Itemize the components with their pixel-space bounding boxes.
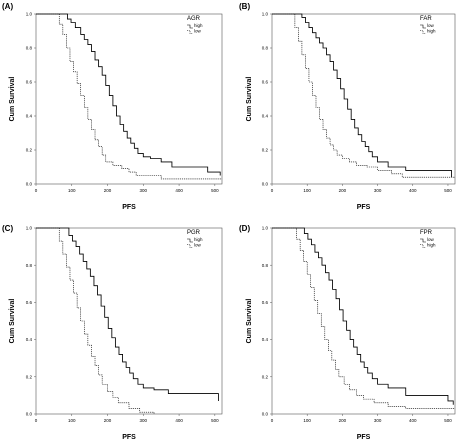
legend-title: FPR [420, 230, 433, 236]
legend-title: PGR [187, 230, 201, 236]
y-axis-label: Cum Survival [246, 299, 253, 344]
x-tick-label: 300 [374, 418, 382, 423]
y-tick-label: 1.0 [262, 12, 269, 17]
series-line-high [272, 13, 455, 178]
x-tick-label: 400 [409, 188, 417, 193]
legend-entry: high [427, 29, 436, 34]
y-tick-label: 1.0 [262, 226, 269, 231]
plot-frame [271, 227, 456, 415]
panel-letter: (A) [2, 2, 13, 11]
legend-swatch-high [420, 244, 426, 248]
y-tick-label: 0.2 [26, 148, 33, 153]
y-tick-label: 0.4 [262, 337, 269, 342]
x-tick-label: 300 [374, 188, 382, 193]
x-tick-label: 100 [303, 188, 311, 193]
x-tick-label: 0 [35, 418, 38, 423]
x-tick-label: 300 [140, 188, 148, 193]
x-axis-label: PFS [122, 434, 136, 441]
x-tick-label: 100 [303, 418, 311, 423]
x-tick-label: 0 [271, 188, 274, 193]
y-tick-label: 0.4 [26, 114, 33, 119]
legend-swatch-low [187, 244, 193, 248]
y-tick-label: 0.0 [26, 412, 33, 417]
legend-entry: low [194, 29, 202, 34]
panel-1: (A) 0.0 0.2 0.4 0.6 0.8 1.0 0 100 200 300 400 500 PFS… [2, 2, 223, 211]
legend-entry: low [194, 243, 202, 248]
x-tick-label: 500 [211, 418, 219, 423]
panel-3: (C) 0.0 0.2 0.4 0.6 0.8 1.0 0 100 200 300 400 500 PFS… [2, 224, 223, 441]
panel-letter: (B) [239, 2, 250, 11]
legend-swatch-low [420, 238, 426, 243]
x-axis-label: PFS [357, 434, 371, 441]
y-tick-label: 0.4 [262, 114, 269, 119]
legend-entry: high [194, 237, 203, 242]
plot-frame [35, 13, 223, 185]
y-tick-label: 0.4 [26, 337, 33, 342]
legend-swatch-high [420, 30, 426, 34]
y-tick-label: 0.8 [26, 263, 33, 268]
y-tick-label: 0.8 [26, 46, 33, 51]
series-line-high [36, 227, 219, 401]
series-line-low [36, 227, 155, 414]
x-tick-label: 400 [409, 418, 417, 423]
y-tick-label: 0.8 [262, 263, 269, 268]
legend-swatch-high [187, 238, 193, 243]
y-tick-label: 0.6 [262, 80, 269, 85]
x-tick-label: 200 [104, 188, 112, 193]
legend-swatch-low [420, 24, 426, 29]
x-tick-label: 0 [35, 188, 38, 193]
legend-entry: low [427, 23, 435, 28]
x-tick-label: 300 [140, 418, 148, 423]
x-axis-label: PFS [357, 204, 371, 211]
series-line-low [36, 13, 222, 180]
legend-title: FAR [420, 16, 432, 22]
series-line-high [272, 227, 455, 409]
y-tick-label: 0.0 [26, 182, 33, 187]
x-tick-label: 100 [68, 188, 76, 193]
x-tick-label: 500 [444, 418, 452, 423]
y-axis-label: Cum Survival [9, 77, 16, 122]
series-line-low [272, 13, 452, 178]
panel-2: (B) 0.0 0.2 0.4 0.6 0.8 1.0 0 100 200 300 400 500 PFS… [239, 2, 456, 211]
legend-entry: high [427, 243, 436, 248]
panel-letter: (C) [2, 224, 13, 233]
y-axis-label: Cum Survival [246, 77, 253, 122]
series-line-high [36, 13, 221, 176]
y-tick-label: 0.0 [262, 412, 269, 417]
legend-title: AGR [187, 16, 201, 22]
plot-frame [271, 13, 456, 185]
x-axis-label: PFS [122, 204, 136, 211]
series-line-low [272, 227, 454, 405]
legend-entry: high [194, 23, 203, 28]
x-tick-label: 400 [175, 418, 183, 423]
y-tick-label: 0.6 [26, 80, 33, 85]
x-tick-label: 200 [339, 188, 347, 193]
x-tick-label: 100 [68, 418, 76, 423]
y-tick-label: 1.0 [26, 12, 33, 17]
y-tick-label: 0.0 [262, 182, 269, 187]
x-tick-label: 0 [271, 418, 274, 423]
y-axis-label: Cum Survival [9, 299, 16, 344]
x-tick-label: 200 [339, 418, 347, 423]
y-tick-label: 1.0 [26, 226, 33, 231]
x-tick-label: 400 [175, 188, 183, 193]
y-tick-label: 0.8 [262, 46, 269, 51]
x-tick-label: 200 [104, 418, 112, 423]
y-tick-label: 0.6 [26, 300, 33, 305]
y-tick-label: 0.2 [26, 374, 33, 379]
legend-swatch-high [187, 24, 193, 29]
panel-4: (D) 0.0 0.2 0.4 0.6 0.8 1.0 0 100 200 300 400 500 PFS… [239, 224, 456, 441]
y-tick-label: 0.2 [262, 148, 269, 153]
legend-entry: low [427, 237, 435, 242]
x-tick-label: 500 [444, 188, 452, 193]
y-tick-label: 0.2 [262, 374, 269, 379]
x-tick-label: 500 [211, 188, 219, 193]
y-tick-label: 0.6 [262, 300, 269, 305]
plot-frame [35, 227, 223, 415]
legend-swatch-low [187, 30, 193, 34]
panel-letter: (D) [239, 224, 250, 233]
